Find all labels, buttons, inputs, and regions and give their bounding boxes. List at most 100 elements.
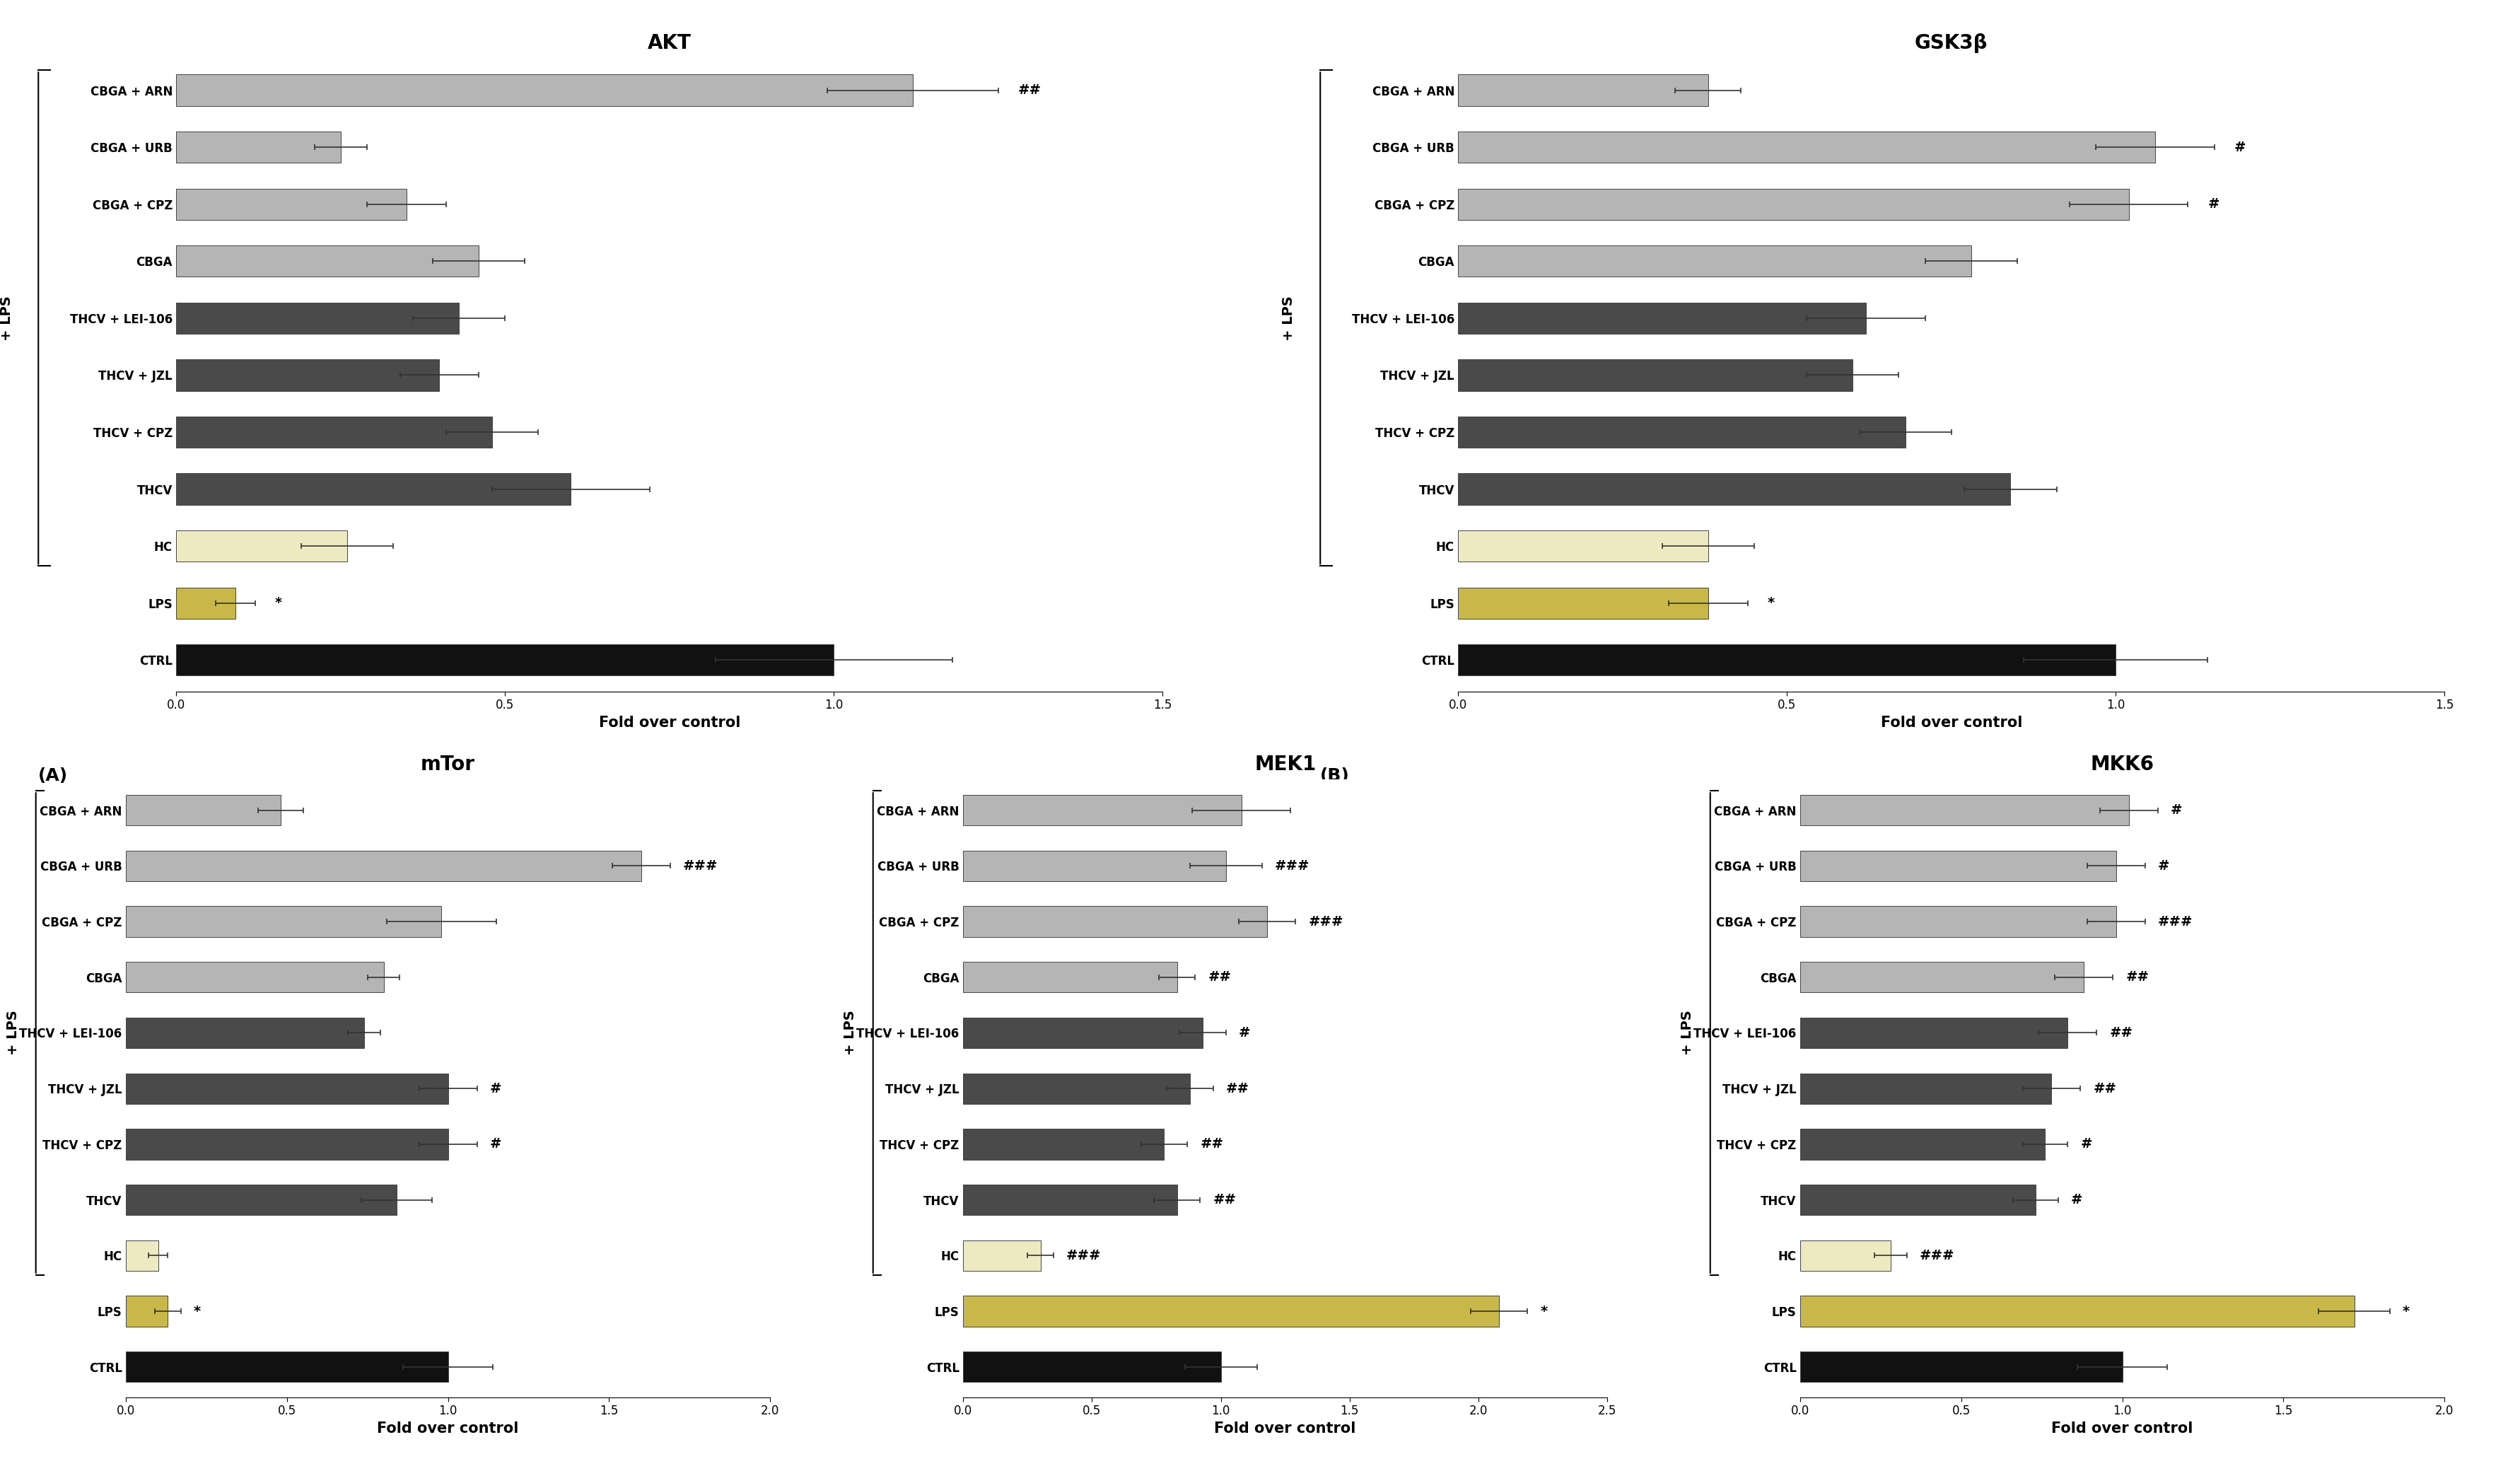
Text: #: # — [2208, 197, 2220, 210]
X-axis label: Fold over control: Fold over control — [378, 1421, 519, 1436]
Bar — [126, 1128, 449, 1159]
Bar — [1459, 131, 2155, 163]
Text: #: # — [2082, 1137, 2092, 1150]
Bar — [963, 906, 1268, 937]
Title: MEK1: MEK1 — [1255, 755, 1315, 774]
Text: ###: ### — [1066, 1249, 1101, 1262]
Bar — [1799, 1352, 2122, 1383]
Bar — [1459, 303, 1865, 334]
Bar — [963, 794, 1242, 825]
Bar — [963, 850, 1225, 881]
Text: *: * — [275, 596, 282, 610]
Text: ###: ### — [1920, 1249, 1956, 1262]
Text: ##: ## — [1207, 971, 1232, 984]
Bar — [176, 587, 234, 619]
Bar — [176, 359, 438, 391]
Bar — [126, 906, 441, 937]
Bar — [176, 75, 912, 106]
Text: #: # — [1240, 1027, 1250, 1040]
Bar — [963, 1128, 1164, 1159]
Text: *: * — [194, 1305, 202, 1318]
Title: AKT: AKT — [648, 34, 690, 53]
Bar — [1459, 359, 1852, 391]
Bar — [963, 1352, 1220, 1383]
Bar — [1799, 1018, 2069, 1049]
Text: ##: ## — [2094, 1081, 2117, 1096]
Text: + LPS: + LPS — [1283, 296, 1295, 341]
Text: ##: ## — [1225, 1081, 1250, 1096]
Title: GSK3β: GSK3β — [1915, 34, 1988, 53]
Bar — [1799, 1296, 2354, 1327]
Text: (A): (A) — [38, 768, 68, 784]
Text: ###: ### — [1275, 859, 1310, 872]
Text: (B): (B) — [1320, 768, 1351, 784]
Bar — [126, 1296, 169, 1327]
Bar — [176, 531, 348, 562]
Bar — [126, 1240, 159, 1271]
Bar — [126, 1352, 449, 1383]
Bar — [126, 850, 640, 881]
Text: ##: ## — [1018, 84, 1041, 97]
Bar — [1799, 850, 2117, 881]
Bar — [1799, 1240, 1890, 1271]
Text: #: # — [489, 1137, 501, 1150]
Bar — [963, 962, 1177, 993]
Text: ###: ### — [683, 859, 718, 872]
Text: + LPS: + LPS — [844, 1011, 857, 1055]
Bar — [126, 1184, 396, 1215]
Bar — [1459, 416, 1905, 447]
Bar — [1459, 644, 2117, 675]
Text: + LPS: + LPS — [1681, 1011, 1693, 1055]
Text: + LPS: + LPS — [8, 1011, 20, 1055]
Bar — [126, 1074, 449, 1103]
Text: #: # — [489, 1081, 501, 1096]
Bar — [963, 1018, 1202, 1049]
Bar — [1459, 75, 1709, 106]
Bar — [963, 1296, 1499, 1327]
Text: + LPS: + LPS — [0, 296, 13, 341]
Text: #: # — [2071, 1193, 2082, 1206]
Text: #: # — [2235, 140, 2245, 154]
X-axis label: Fold over control: Fold over control — [600, 715, 741, 730]
Text: ##: ## — [1212, 1193, 1237, 1206]
Bar — [1799, 1184, 2036, 1215]
Text: *: * — [2402, 1305, 2409, 1318]
Bar — [176, 416, 491, 447]
Bar — [1459, 531, 1709, 562]
Bar — [176, 131, 340, 163]
Bar — [1459, 587, 1709, 619]
Bar — [126, 962, 383, 993]
Bar — [126, 1018, 365, 1049]
Bar — [1799, 906, 2117, 937]
Text: ##: ## — [2127, 971, 2150, 984]
Text: *: * — [1767, 596, 1774, 610]
Bar — [963, 1074, 1189, 1103]
Bar — [176, 246, 479, 277]
Bar — [1799, 1128, 2046, 1159]
X-axis label: Fold over control: Fold over control — [1880, 715, 2021, 730]
Text: ##: ## — [2109, 1027, 2132, 1040]
Text: ##: ## — [1200, 1137, 1225, 1150]
Bar — [1799, 962, 2084, 993]
Bar — [176, 644, 834, 675]
Bar — [1799, 794, 2129, 825]
Bar — [176, 188, 406, 219]
Bar — [1459, 246, 1971, 277]
Bar — [963, 1184, 1177, 1215]
Title: mTor: mTor — [421, 755, 476, 774]
Text: ###: ### — [1308, 915, 1343, 928]
Text: ###: ### — [2157, 915, 2192, 928]
Bar — [176, 474, 572, 505]
Title: MKK6: MKK6 — [2092, 755, 2155, 774]
Bar — [1459, 188, 2129, 219]
Text: *: * — [1540, 1305, 1547, 1318]
Bar — [1799, 1074, 2051, 1103]
X-axis label: Fold over control: Fold over control — [2051, 1421, 2192, 1436]
Text: #: # — [2170, 803, 2182, 816]
Bar — [1459, 474, 2011, 505]
Text: #: # — [2157, 859, 2170, 872]
X-axis label: Fold over control: Fold over control — [1215, 1421, 1356, 1436]
Bar — [963, 1240, 1041, 1271]
Bar — [126, 794, 280, 825]
Bar — [176, 303, 459, 334]
